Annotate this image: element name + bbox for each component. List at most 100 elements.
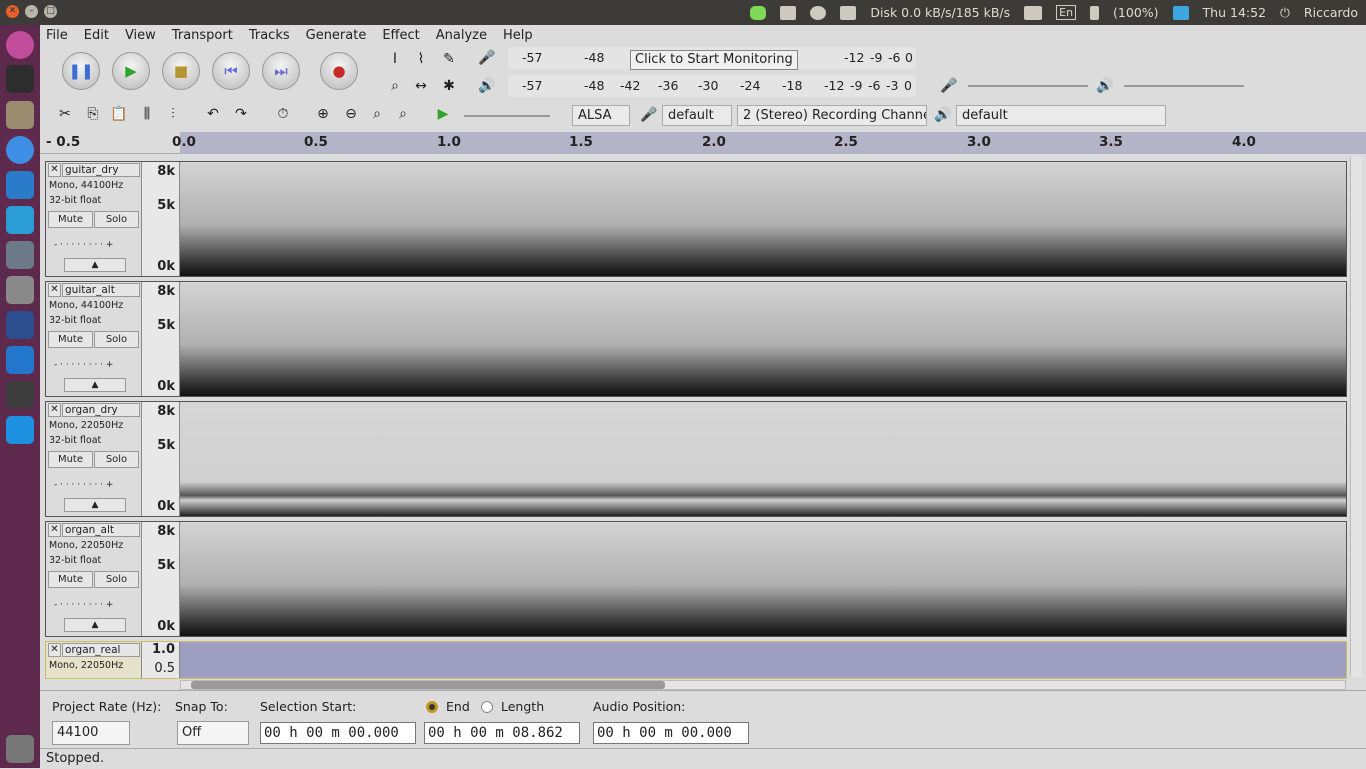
solo-button[interactable]: Solo — [94, 451, 139, 468]
track-guitar-dry[interactable]: ✕ guitar_dry Mono, 44100Hz 32-bit float … — [45, 161, 1347, 277]
track-name-menu[interactable]: guitar_alt — [62, 283, 140, 297]
audio-position-time[interactable]: 00 h 00 m 00.000 s — [593, 722, 749, 761]
draw-tool-icon[interactable]: ✎ — [443, 51, 455, 67]
user-name[interactable]: Riccardo — [1303, 5, 1358, 20]
collapse-track-icon[interactable]: ▲ — [64, 258, 126, 272]
multi-tool-icon[interactable]: ✱ — [443, 78, 455, 94]
collapse-track-icon[interactable]: ▲ — [64, 618, 126, 632]
track-control-panel[interactable]: ✕ organ_dry Mono, 22050Hz 32-bit float M… — [46, 402, 142, 516]
track-control-panel[interactable]: ✕ guitar_alt Mono, 44100Hz 32-bit float … — [46, 282, 142, 396]
help-icon[interactable] — [6, 276, 34, 304]
spectrogram[interactable] — [180, 402, 1346, 516]
vscode-icon[interactable] — [6, 171, 34, 199]
timeline-ruler[interactable]: - 0.5 0.0 0.5 1.0 1.5 2.0 2.5 3.0 3.5 4.… — [40, 132, 1366, 154]
trim-icon[interactable]: ⫼ — [143, 106, 151, 122]
play-speed-slider[interactable] — [464, 115, 550, 117]
battery-percent[interactable]: (100%) — [1113, 5, 1159, 20]
length-radio[interactable] — [481, 701, 493, 713]
gain-slider[interactable]: - · · · · · · · · + — [54, 600, 114, 610]
cut-icon[interactable]: ✂ — [59, 106, 71, 122]
snap-to-select[interactable]: Off — [177, 721, 249, 745]
zoom-out-icon[interactable]: ⊖ — [345, 106, 357, 122]
spectrogram[interactable] — [180, 162, 1346, 276]
fit-project-icon[interactable]: ⌕ — [399, 106, 407, 122]
close-track-icon[interactable]: ✕ — [48, 283, 61, 297]
virtualbox-icon[interactable] — [6, 346, 34, 374]
track-name-menu[interactable]: guitar_dry — [62, 163, 140, 177]
skip-end-button[interactable]: ⏭ — [262, 52, 300, 90]
track-name-menu[interactable]: organ_dry — [62, 403, 140, 417]
solo-button[interactable]: Solo — [94, 571, 139, 588]
zoom-in-icon[interactable]: ⊕ — [317, 106, 329, 122]
menu-edit[interactable]: Edit — [83, 27, 109, 43]
fit-selection-icon[interactable]: ⌕ — [373, 106, 381, 122]
keyboard-layout[interactable]: En — [1056, 5, 1077, 20]
power-icon[interactable]: ⏻ — [1280, 4, 1290, 20]
close-track-icon[interactable]: ✕ — [48, 643, 61, 657]
track-organ-alt[interactable]: ✕ organ_alt Mono, 22050Hz 32-bit float M… — [45, 521, 1347, 637]
end-radio[interactable] — [426, 701, 438, 713]
gain-slider[interactable]: - · · · · · · · · + — [54, 360, 114, 370]
mute-button[interactable]: Mute — [48, 571, 93, 588]
menu-tracks[interactable]: Tracks — [248, 27, 290, 43]
audio-host-select[interactable]: ALSA — [572, 105, 630, 126]
maximize-icon[interactable]: □ — [44, 5, 57, 18]
disk-indicator[interactable]: Disk 0.0 kB/s/185 kB/s — [870, 5, 1011, 20]
ubuntu-dash-icon[interactable] — [6, 31, 34, 59]
close-track-icon[interactable]: ✕ — [48, 403, 61, 417]
chrome-tray-icon[interactable] — [810, 5, 827, 20]
spectrogram[interactable] — [180, 282, 1346, 396]
mute-button[interactable]: Mute — [48, 451, 93, 468]
input-channels-select[interactable]: 2 (Stereo) Recording Channe — [737, 105, 927, 126]
collapse-track-icon[interactable]: ▲ — [64, 378, 126, 392]
track-organ-dry[interactable]: ✕ organ_dry Mono, 22050Hz 32-bit float M… — [45, 401, 1347, 517]
volume-icon[interactable] — [1172, 5, 1189, 20]
search-icon[interactable] — [6, 381, 34, 409]
terminal-icon[interactable] — [6, 65, 34, 93]
waveform[interactable] — [180, 642, 1346, 678]
clipboard-icon[interactable] — [780, 5, 797, 20]
input-volume-slider[interactable] — [968, 85, 1088, 87]
envelope-tool-icon[interactable]: ⌇ — [417, 51, 425, 67]
evernote-icon[interactable] — [750, 5, 767, 20]
menu-effect[interactable]: Effect — [382, 27, 420, 43]
menu-view[interactable]: View — [124, 27, 156, 43]
scrollbar-thumb[interactable] — [191, 681, 665, 689]
workspace-icon[interactable] — [6, 416, 34, 444]
record-button[interactable]: ● — [320, 52, 358, 90]
skip-start-button[interactable]: ⏮ — [212, 52, 250, 90]
track-control-panel[interactable]: ✕ organ_alt Mono, 22050Hz 32-bit float M… — [46, 522, 142, 636]
files-icon[interactable] — [6, 101, 34, 129]
pause-button[interactable]: ❚❚ — [62, 52, 100, 90]
playback-meter[interactable]: -57 -48 -42 -36 -30 -24 -18 -12 -9 -6 -3… — [508, 75, 916, 97]
vertical-scrollbar[interactable] — [1350, 157, 1362, 677]
play-button[interactable]: ▶ — [112, 52, 150, 90]
trash-icon[interactable] — [6, 735, 34, 763]
redo-icon[interactable]: ↷ — [235, 106, 247, 122]
selection-start-time[interactable]: 00 h 00 m 00.000 s — [260, 722, 416, 761]
spectrogram[interactable] — [180, 522, 1346, 636]
menu-help[interactable]: Help — [503, 27, 533, 43]
sync-lock-icon[interactable]: ⏱ — [277, 106, 289, 122]
output-volume-slider[interactable] — [1124, 85, 1244, 87]
chrome-icon[interactable] — [6, 136, 34, 164]
track-control-panel[interactable]: ✕ organ_real Mono, 22050Hz — [46, 642, 142, 678]
gain-slider[interactable]: - · · · · · · · · + — [54, 240, 114, 250]
track-name-menu[interactable]: organ_real — [62, 643, 140, 657]
settings-icon[interactable] — [6, 241, 34, 269]
track-organ-real[interactable]: ✕ organ_real Mono, 22050Hz 1.0 0.5 — [45, 641, 1347, 679]
mute-button[interactable]: Mute — [48, 211, 93, 228]
track-name-menu[interactable]: organ_alt — [62, 523, 140, 537]
menu-generate[interactable]: Generate — [305, 27, 367, 43]
collapse-track-icon[interactable]: ▲ — [64, 498, 126, 512]
battery-icon[interactable] — [1090, 5, 1100, 20]
paste-icon[interactable]: 📋 — [110, 106, 128, 122]
solo-button[interactable]: Solo — [94, 331, 139, 348]
record-meter-mic-icon[interactable]: 🎤 — [478, 50, 496, 66]
close-track-icon[interactable]: ✕ — [48, 163, 61, 177]
zoom-tool-icon[interactable]: ⌕ — [391, 78, 399, 94]
solo-button[interactable]: Solo — [94, 211, 139, 228]
copy-icon[interactable]: ⎘ — [87, 106, 99, 122]
menu-analyze[interactable]: Analyze — [435, 27, 487, 43]
close-icon[interactable]: ✕ — [6, 5, 19, 18]
